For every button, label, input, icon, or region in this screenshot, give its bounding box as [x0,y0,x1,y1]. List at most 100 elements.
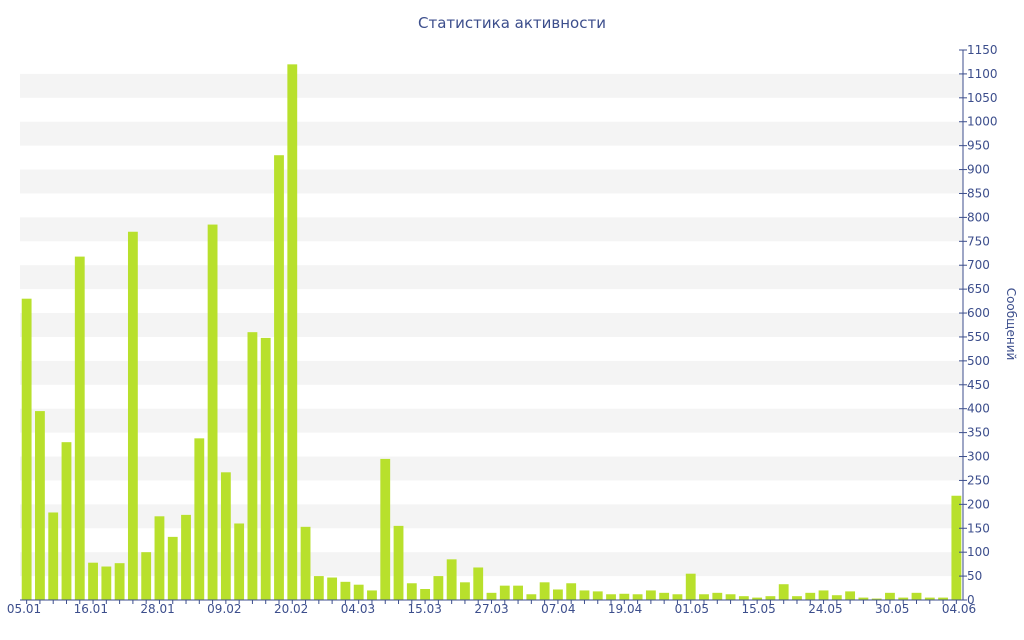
y-tick-label: 600 [967,306,990,320]
bar[interactable] [699,594,709,600]
bar[interactable] [220,472,231,600]
bar[interactable] [539,582,550,600]
chart-title: Статистика активности [418,14,606,32]
bar[interactable] [446,559,457,600]
bar[interactable] [181,514,191,600]
bar[interactable] [911,592,922,600]
bar[interactable] [21,298,32,600]
bar[interactable] [818,590,829,600]
y-tick-label: 100 [967,545,990,559]
y-tick-label: 950 [967,139,990,153]
bar[interactable] [61,442,72,600]
bar[interactable] [951,495,962,600]
bar[interactable] [74,256,85,600]
bar[interactable] [858,597,869,600]
bar[interactable] [300,526,311,600]
x-tick-label: 04.06 [942,602,976,616]
bar[interactable] [765,596,776,600]
bar[interactable] [327,577,338,600]
bar[interactable] [406,583,417,600]
bar[interactable] [313,576,324,600]
bar[interactable] [234,523,245,600]
bar[interactable] [247,332,258,600]
bar[interactable] [805,592,816,600]
bar[interactable] [792,596,802,600]
y-tick-label: 450 [967,378,990,392]
y-tick-label: 1000 [967,115,998,129]
bar[interactable] [526,594,537,600]
bar[interactable] [566,583,577,600]
bar[interactable] [924,597,935,600]
bar[interactable] [632,594,643,600]
bar[interactable] [35,411,45,600]
bar[interactable] [141,552,152,600]
grid-band [20,313,963,337]
bar[interactable] [420,589,431,600]
bars [21,64,962,600]
y-tick-label: 800 [967,210,990,224]
bar[interactable] [460,582,470,600]
bar[interactable] [167,536,178,600]
y-tick-label: 400 [967,402,990,416]
y-tick-label: 650 [967,282,990,296]
bar[interactable] [194,438,205,600]
bar[interactable] [274,155,284,600]
bar[interactable] [513,585,523,600]
bar[interactable] [685,573,696,600]
bar[interactable] [114,563,125,600]
x-axis: 05.01 16.01 28.01 09.02 20.02 04.03 15.03 27.03… [7,599,976,616]
bar[interactable] [738,596,749,600]
bar[interactable] [831,595,842,600]
bar[interactable] [871,598,882,600]
bar[interactable] [48,512,59,600]
bar[interactable] [154,516,165,600]
grid-band [20,217,963,242]
y-tick-label: 0 [967,593,975,607]
bar[interactable] [101,566,112,600]
bar[interactable] [207,224,218,600]
bar[interactable] [486,592,497,600]
bar[interactable] [353,584,364,600]
bar[interactable] [645,590,656,600]
bar[interactable] [712,592,723,600]
y-tick-label: 550 [967,330,990,344]
x-tick-label: 01.05 [675,602,709,616]
bar[interactable] [393,525,404,600]
bar[interactable] [898,597,909,600]
bar[interactable] [672,594,683,600]
bar[interactable] [287,64,298,600]
bar[interactable] [367,590,377,600]
bar[interactable] [552,589,563,600]
bar[interactable] [592,591,603,600]
bar[interactable] [88,562,98,600]
y-tick-label: 850 [967,186,990,200]
grid-band [20,456,963,481]
bar[interactable] [752,597,763,600]
y-tick-label: 50 [967,569,982,583]
bar[interactable] [778,584,789,600]
bar[interactable] [380,458,391,600]
x-tick-label: 07.04 [541,602,575,616]
bar[interactable] [473,567,484,600]
bar[interactable] [845,591,856,600]
bar[interactable] [885,592,895,600]
bar[interactable] [340,581,351,600]
bar[interactable] [260,337,271,600]
bar[interactable] [433,576,444,600]
bar[interactable] [619,593,630,600]
y-tick-label: 1050 [967,91,998,105]
bar[interactable] [659,592,670,600]
bar[interactable] [579,590,590,600]
y-tick-label: 350 [967,426,990,440]
bar[interactable] [725,594,736,600]
y-tick-label: 200 [967,497,990,511]
bar[interactable] [938,597,948,600]
bar[interactable] [499,585,510,600]
bar[interactable] [606,594,616,600]
y-tick-label: 1150 [967,43,998,57]
x-tick-label: 15.03 [408,602,442,616]
y-tick-label: 900 [967,163,990,177]
y-tick-label: 150 [967,521,990,535]
bar[interactable] [127,231,138,600]
grid-band [20,360,963,385]
